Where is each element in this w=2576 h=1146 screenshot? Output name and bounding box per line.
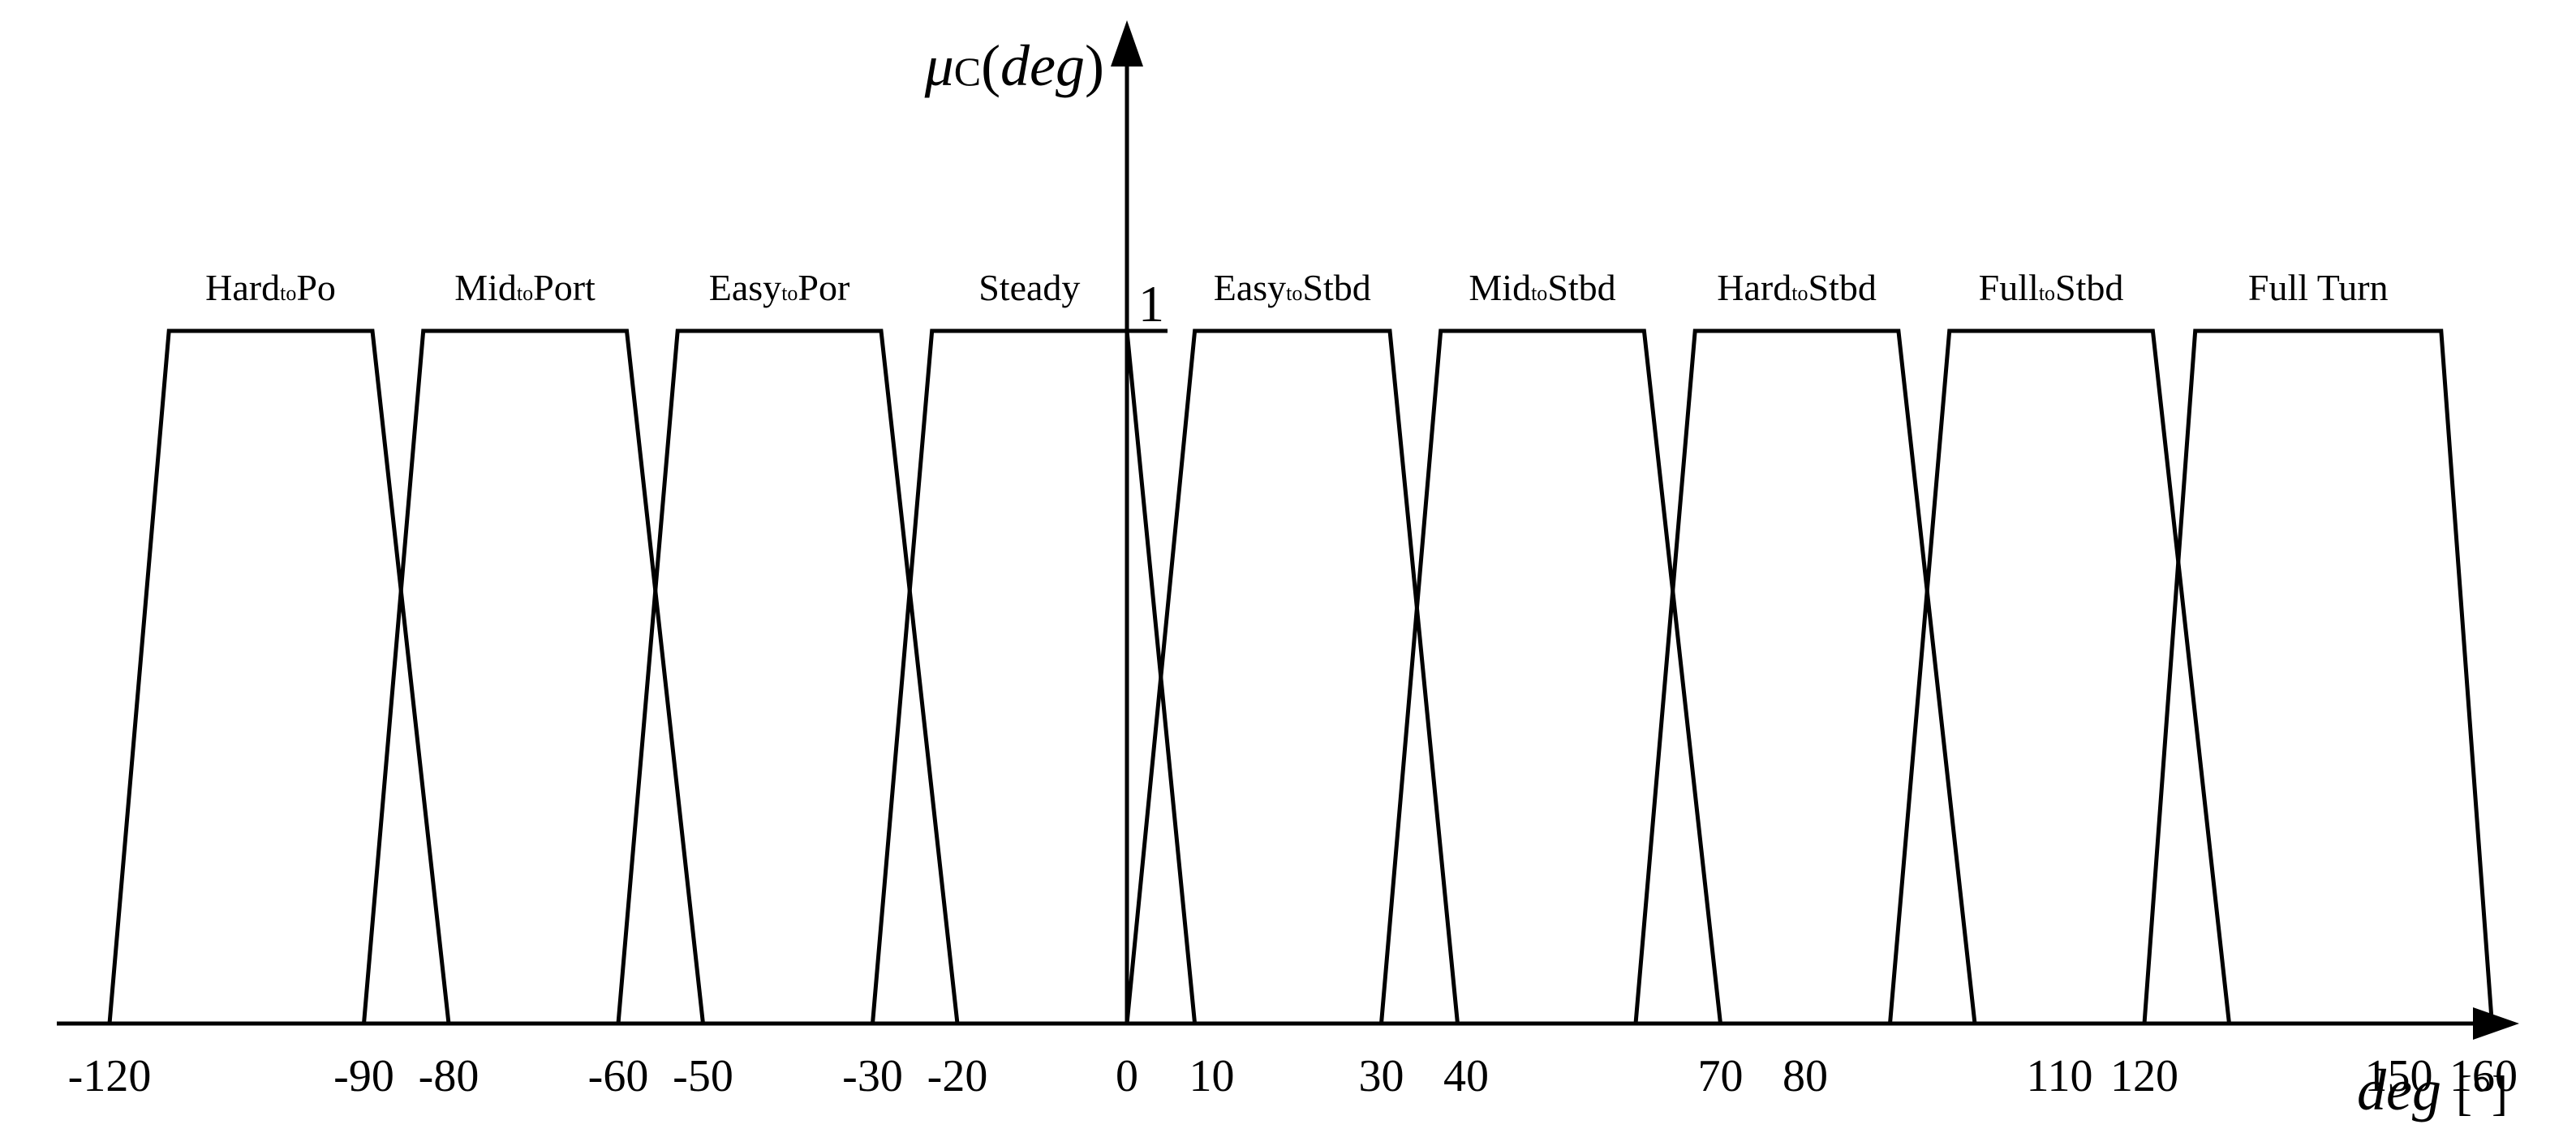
set-label-sub: to xyxy=(1286,281,1302,305)
x-tick-label: 150 xyxy=(2365,1051,2433,1101)
x-tick-label: 40 xyxy=(1443,1051,1489,1101)
membership-function-9 xyxy=(2142,328,2494,1024)
set-label-sub: to xyxy=(1531,281,1547,305)
set-label-main: Hard xyxy=(205,267,280,308)
set-label-sub: to xyxy=(280,281,296,305)
x-tick-label: -30 xyxy=(842,1051,903,1101)
x-tick-label: 10 xyxy=(1189,1051,1235,1101)
y-axis-title-mu: μ xyxy=(924,33,954,98)
x-tick-label: 160 xyxy=(2449,1051,2518,1101)
x-tick-label: 110 xyxy=(2027,1051,2093,1101)
membership-function-5 xyxy=(1125,328,1460,1024)
set-label-3: EasytoPor xyxy=(709,267,850,308)
set-label-8: FulltoStbd xyxy=(1979,267,2124,308)
set-label-main: Full Turn xyxy=(2248,267,2389,308)
set-label-5: EasytoStbd xyxy=(1214,267,1371,308)
set-label-7: HardtoStbd xyxy=(1717,267,1877,308)
set-label-main: Easy xyxy=(1214,267,1286,308)
set-label-sub: to xyxy=(781,281,798,305)
set-label-suffix: Stbd xyxy=(1808,267,1876,308)
x-axis-title-unit: [°] xyxy=(2456,1067,2508,1120)
set-label-main: Hard xyxy=(1717,267,1791,308)
x-tick-label: -60 xyxy=(588,1051,649,1101)
x-tick-label: -20 xyxy=(927,1051,988,1101)
x-axis-title-var: deg xyxy=(2357,1058,2441,1122)
membership-function-2 xyxy=(362,328,705,1024)
membership-function-1 xyxy=(107,328,451,1024)
x-tick-label: -120 xyxy=(68,1051,152,1101)
set-label-suffix: Por xyxy=(798,267,849,308)
x-tick-label: 120 xyxy=(2110,1051,2178,1101)
set-label-9: Full Turn xyxy=(2248,267,2389,308)
set-label-suffix: Stbd xyxy=(1547,267,1615,308)
set-label-suffix: Stbd xyxy=(2055,267,2123,308)
set-label-4: Steady xyxy=(978,267,1080,308)
x-axis-title: deg [°] xyxy=(2357,1058,2508,1122)
set-label-main: Full xyxy=(1979,267,2039,308)
set-label-sub: to xyxy=(1791,281,1808,305)
set-label-6: MidtoStbd xyxy=(1469,267,1615,308)
set-label-main: Easy xyxy=(709,267,781,308)
axes: 1 xyxy=(57,20,2519,1040)
set-label-main: Mid xyxy=(1469,267,1531,308)
x-tick-label: 30 xyxy=(1359,1051,1404,1101)
set-label-2: MidtoPort xyxy=(454,267,596,308)
set-label-1: HardtoPo xyxy=(205,267,336,308)
y-axis-title-close: ) xyxy=(1085,33,1104,98)
set-labels: HardtoPo MidtoPort EasytoPor Steady EasytoSt… xyxy=(205,267,2388,308)
x-tick-label: -50 xyxy=(673,1051,733,1101)
x-tick-label: -90 xyxy=(333,1051,394,1101)
set-label-suffix: Po xyxy=(296,267,336,308)
x-axis-arrowhead xyxy=(2473,1007,2519,1040)
x-tick-label: 80 xyxy=(1783,1051,1828,1101)
membership-function-7 xyxy=(1633,328,1977,1024)
set-label-sub: to xyxy=(2039,281,2055,305)
set-label-main: Mid xyxy=(454,267,517,308)
membership-functions xyxy=(107,328,2494,1024)
membership-function-6 xyxy=(1379,328,1722,1024)
y-axis-title-open: ( xyxy=(981,33,1000,98)
y-axis-title-sub: C xyxy=(954,49,981,94)
x-tick-label: -80 xyxy=(419,1051,480,1101)
set-label-suffix: Port xyxy=(533,267,596,308)
x-tick-label: 70 xyxy=(1698,1051,1744,1101)
y-tick-label-1: 1 xyxy=(1138,275,1164,333)
set-label-sub: to xyxy=(517,281,533,305)
membership-function-8 xyxy=(1888,328,2231,1024)
x-tick-labels: -120 -90 -80 -60 -50 -30 -20 0 10 30 40 70 80 110 120 1… xyxy=(68,1051,2518,1101)
set-label-suffix: Stbd xyxy=(1302,267,1370,308)
y-axis-arrowhead xyxy=(1111,20,1143,67)
y-axis-title-var: deg xyxy=(1000,33,1085,98)
set-label-main: Steady xyxy=(978,267,1080,308)
membership-function-3 xyxy=(616,328,960,1024)
y-axis-title: μC(deg) xyxy=(924,33,1104,98)
x-tick-label: 0 xyxy=(1116,1051,1138,1101)
